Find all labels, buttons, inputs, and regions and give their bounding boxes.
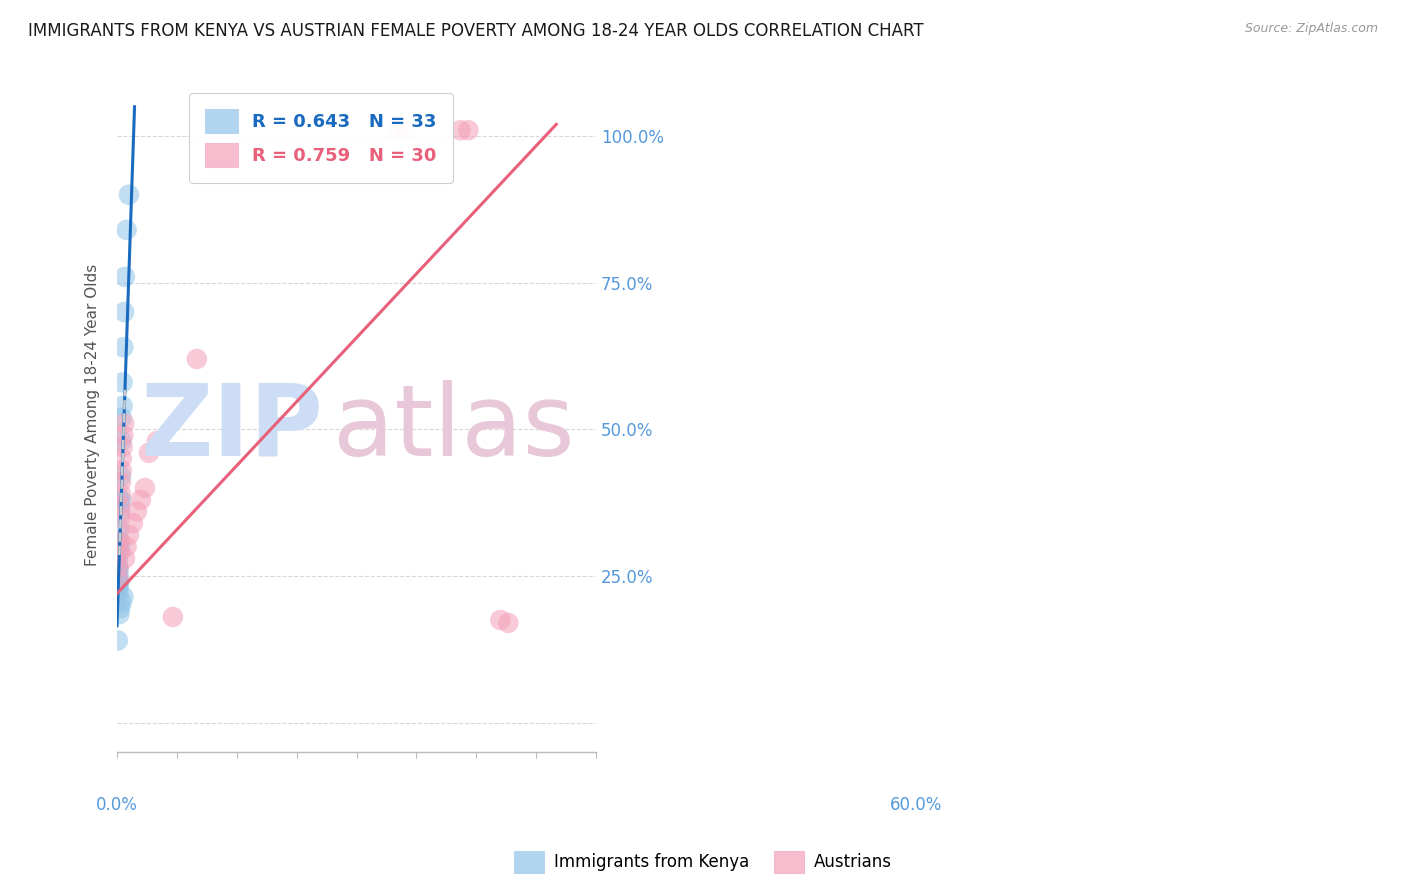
- Point: [108, 510, 131, 524]
- Point: [108, 492, 131, 507]
- Point: [125, 504, 148, 518]
- Point: [162, 610, 184, 624]
- Point: [111, 410, 134, 425]
- Point: [111, 399, 134, 413]
- Point: [111, 434, 134, 448]
- Point: [107, 563, 129, 577]
- Point: [122, 516, 145, 531]
- Point: [110, 492, 132, 507]
- Point: [107, 560, 129, 574]
- Point: [110, 469, 132, 483]
- Point: [108, 574, 131, 589]
- Point: [107, 586, 129, 600]
- Text: atlas: atlas: [333, 380, 574, 476]
- Point: [186, 351, 208, 366]
- Point: [107, 554, 129, 568]
- Point: [112, 428, 135, 442]
- Point: [107, 572, 129, 586]
- Point: [138, 446, 160, 460]
- Text: ZIP: ZIP: [141, 380, 323, 476]
- Point: [108, 601, 131, 615]
- Point: [385, 123, 408, 137]
- Text: IMMIGRANTS FROM KENYA VS AUSTRIAN FEMALE POVERTY AMONG 18-24 YEAR OLDS CORRELATI: IMMIGRANTS FROM KENYA VS AUSTRIAN FEMALE…: [28, 22, 924, 40]
- Point: [108, 522, 131, 536]
- Point: [449, 123, 471, 137]
- Point: [108, 545, 131, 559]
- Point: [489, 613, 512, 627]
- Text: 0.0%: 0.0%: [96, 796, 138, 814]
- Point: [108, 504, 131, 518]
- Point: [111, 376, 134, 390]
- Point: [110, 475, 132, 489]
- Point: [114, 551, 136, 566]
- Point: [108, 607, 131, 621]
- Point: [107, 633, 129, 648]
- Point: [114, 269, 136, 284]
- Point: [118, 187, 141, 202]
- Point: [108, 540, 131, 554]
- Point: [112, 590, 135, 604]
- Point: [457, 123, 479, 137]
- Point: [111, 440, 134, 454]
- Text: Source: ZipAtlas.com: Source: ZipAtlas.com: [1244, 22, 1378, 36]
- Point: [107, 566, 129, 580]
- Point: [112, 340, 135, 354]
- Point: [108, 499, 131, 513]
- Point: [112, 305, 135, 319]
- Point: [146, 434, 169, 448]
- Point: [118, 528, 141, 542]
- Point: [111, 451, 134, 466]
- Point: [110, 487, 132, 501]
- Text: 60.0%: 60.0%: [890, 796, 942, 814]
- Point: [108, 533, 131, 548]
- Point: [134, 481, 156, 495]
- Point: [107, 572, 129, 586]
- Y-axis label: Female Poverty Among 18-24 Year Olds: Female Poverty Among 18-24 Year Olds: [86, 263, 100, 566]
- Point: [108, 533, 131, 548]
- Point: [107, 569, 129, 583]
- Point: [498, 615, 520, 630]
- Legend: R = 0.643   N = 33, R = 0.759   N = 30: R = 0.643 N = 33, R = 0.759 N = 30: [190, 93, 453, 183]
- Point: [107, 574, 129, 589]
- Point: [129, 492, 152, 507]
- Point: [107, 578, 129, 592]
- Point: [107, 560, 129, 574]
- Point: [111, 463, 134, 477]
- Point: [108, 545, 131, 559]
- Point: [115, 540, 138, 554]
- Point: [115, 223, 138, 237]
- Legend: Immigrants from Kenya, Austrians: Immigrants from Kenya, Austrians: [508, 845, 898, 880]
- Point: [112, 417, 135, 431]
- Point: [107, 581, 129, 595]
- Point: [394, 123, 416, 137]
- Point: [111, 595, 134, 609]
